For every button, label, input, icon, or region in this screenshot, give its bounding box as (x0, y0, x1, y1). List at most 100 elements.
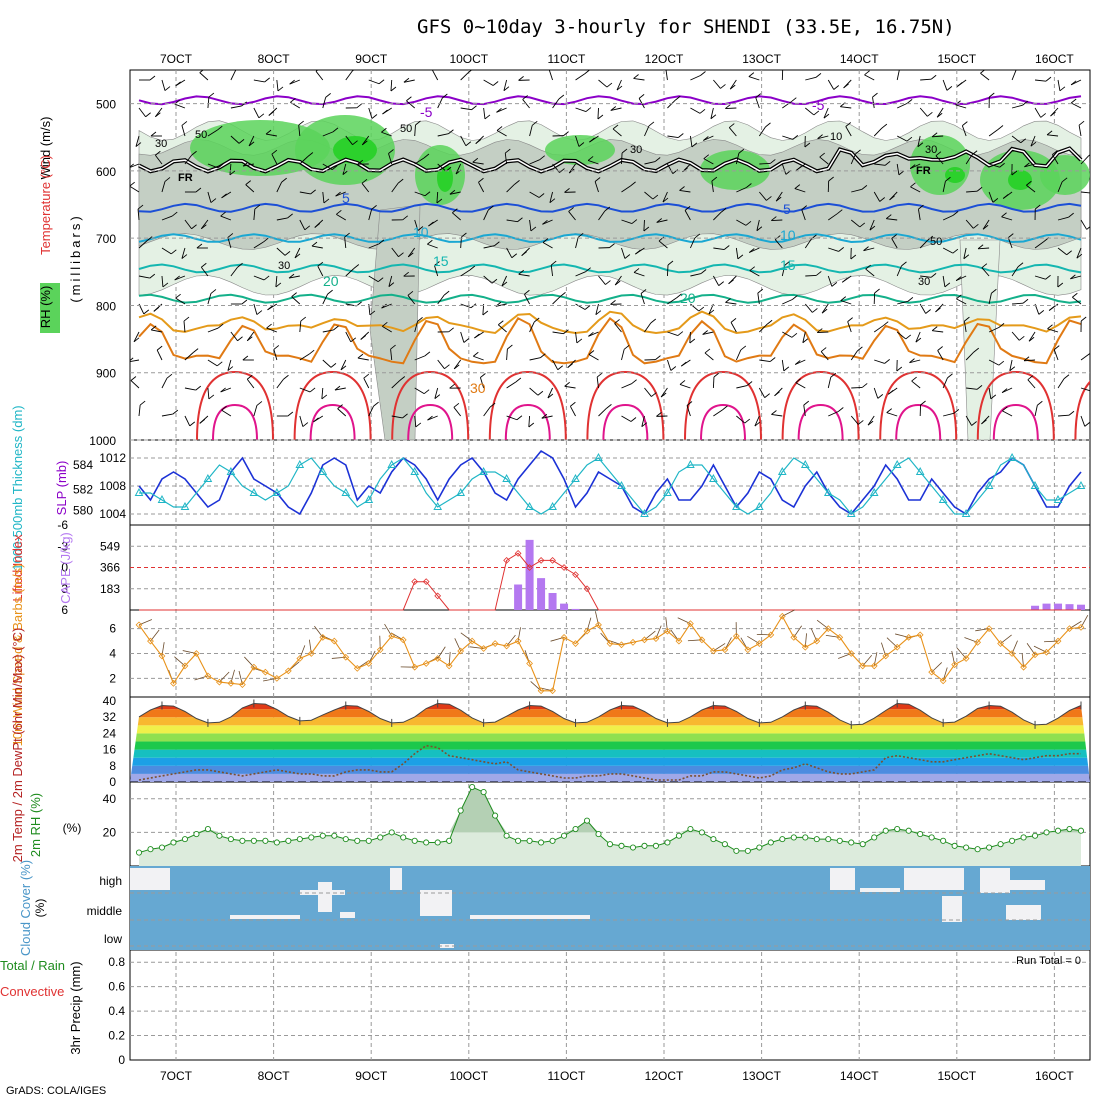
cloud-clear (830, 868, 855, 890)
wind-barb-flag (133, 337, 140, 343)
wind-barb-flag (764, 393, 770, 398)
wind-barb-flag (964, 316, 970, 322)
wind-barb (322, 131, 334, 137)
wind-barb-flag (537, 390, 544, 396)
date-label-top: 16OCT (1035, 52, 1074, 66)
wind-barb-flag (728, 279, 734, 285)
wind-barb (644, 161, 656, 165)
wind-barb-flag (563, 329, 569, 335)
wind-barb-flag (501, 281, 508, 287)
wind-barb-flag (220, 387, 226, 393)
wind-barb-flag (287, 213, 293, 219)
thickness-marker (364, 494, 374, 503)
wind-barb (736, 385, 748, 389)
wind-barb (982, 219, 990, 230)
precip-tick-label: 0.2 (108, 1029, 125, 1043)
wind-barb (1080, 353, 1090, 361)
wind-barb (759, 359, 771, 362)
wind-barb (207, 387, 210, 399)
wind-barb (390, 349, 393, 361)
wind-barb (690, 237, 696, 249)
cloud-level-label: middle (87, 904, 123, 918)
wind-barb-flag (595, 310, 602, 316)
wind-barb-flag (578, 142, 585, 147)
wind-barb (207, 191, 212, 203)
wind-barb (1026, 184, 1036, 193)
wind-barb-flag (973, 347, 980, 353)
wind-barb-flag (268, 111, 275, 116)
wind-barb (483, 245, 495, 249)
wind-barb-flag (143, 309, 150, 315)
wind-barb (863, 247, 875, 252)
wind-barb (587, 159, 599, 165)
wind-barb-flag (1016, 70, 1017, 71)
wind-barb-flag (287, 411, 294, 417)
rh-marker (1020, 834, 1027, 841)
wind-barb-flag (284, 251, 291, 256)
thickness-marker (869, 487, 879, 496)
wind-barb-flag (614, 280, 621, 286)
rh-marker (354, 837, 361, 844)
wind-barb-flag (640, 289, 647, 294)
wind-barb (703, 158, 714, 165)
wind-barb-flag (1017, 262, 1024, 268)
wind10m-marker (434, 655, 442, 662)
rh-marker (560, 832, 568, 839)
wind-barb-flag (755, 93, 762, 98)
wind-barb-flag (991, 288, 997, 294)
wind-barb-flag (1020, 138, 1027, 144)
wind-barb-flag (181, 254, 188, 259)
thickness-marker (479, 466, 488, 475)
wind-barb (621, 219, 633, 225)
wind-barb-flag (976, 186, 983, 192)
wind-barb-flag (294, 253, 301, 259)
wind10m-marker (618, 641, 625, 649)
wind-barb-flag (679, 186, 685, 191)
wind-barb (730, 322, 737, 333)
wind-barb-flag (831, 282, 838, 287)
wind-barb-flag (609, 243, 615, 248)
wind-barb (965, 219, 974, 229)
isotherm-loop (504, 403, 551, 440)
wind-barb-flag (861, 383, 868, 388)
cloud-clear (340, 912, 355, 918)
wind-barb (200, 266, 209, 277)
wind-barb-flag (720, 207, 727, 213)
wind-barb (345, 70, 353, 81)
thickness-marker (892, 459, 902, 468)
wind-barb (345, 135, 353, 145)
wind-barb (736, 219, 747, 226)
wind-barb (896, 135, 908, 142)
wind10m-marker (790, 633, 798, 641)
wind-barb-flag (153, 307, 160, 312)
cloud-units-label: (%) (33, 899, 47, 918)
wind-barb-flag (989, 92, 995, 98)
thickness-marker (571, 473, 580, 482)
wind-barb (1076, 247, 1082, 259)
cape-bar (560, 603, 569, 610)
wind-barb-flag (698, 306, 705, 312)
wind-barb-flag (265, 129, 272, 135)
wind-barb (230, 331, 238, 342)
wind-barb-flag (281, 177, 287, 183)
wind-barb (175, 297, 186, 305)
wind-barb-flag (533, 317, 540, 323)
wind-barb (230, 70, 237, 81)
rh-contour-label: 10 (830, 131, 842, 143)
wind-barb-flag (898, 170, 905, 176)
wind-barb (965, 415, 973, 426)
wind10m-marker (503, 642, 511, 650)
wind-barb-flag (699, 108, 706, 114)
wind-barb-flag (899, 65, 904, 69)
wind-barb (436, 191, 439, 204)
wind-barb-flag (774, 235, 781, 240)
wind-barb (298, 125, 301, 137)
wind-barb-flag (130, 181, 135, 187)
wind-barb (337, 408, 347, 417)
wind-barb-flag (691, 142, 698, 148)
wind-barb-flag (784, 260, 791, 266)
wind-barb-flag (246, 336, 253, 342)
wind-barb-flag (1002, 406, 1008, 412)
wind-barb (253, 209, 256, 221)
isotherm-line (138, 263, 1082, 274)
